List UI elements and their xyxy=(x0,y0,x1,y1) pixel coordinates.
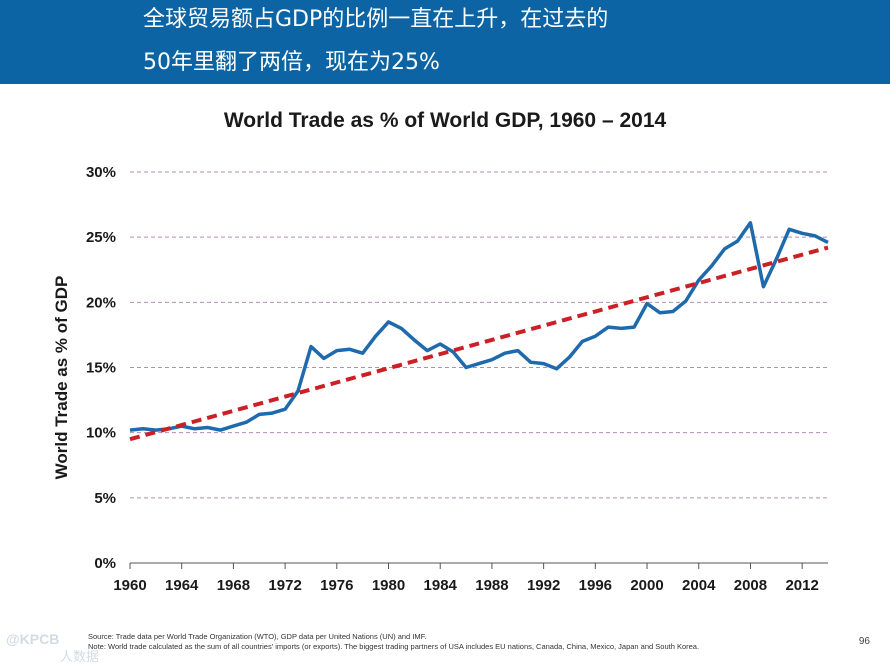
x-tick-label: 1992 xyxy=(527,577,560,594)
header-line-2: 50年里翻了两倍，现在为25% xyxy=(143,50,440,75)
footer-source: Source: Trade data per World Trade Organ… xyxy=(88,632,427,641)
footer-note: Note: World trade calculated as the sum … xyxy=(88,642,700,651)
x-tick-label: 1976 xyxy=(320,577,353,594)
x-tick-label: 1968 xyxy=(217,577,250,594)
watermark-logo: @KPCB xyxy=(6,631,60,647)
x-tick-label: 1984 xyxy=(424,577,458,594)
y-axis-label: World Trade as % of GDP xyxy=(52,276,71,480)
y-tick-label: 20% xyxy=(86,294,116,311)
footer-notes: Source: Trade data per World Trade Organ… xyxy=(88,632,848,652)
x-tick-label: 2012 xyxy=(785,577,818,594)
y-tick-label: 5% xyxy=(94,490,116,507)
y-tick-label: 15% xyxy=(86,360,116,377)
x-tick-label: 2000 xyxy=(630,577,663,594)
x-tick-label: 1964 xyxy=(165,577,199,594)
y-tick-label: 0% xyxy=(94,555,116,572)
y-tick-label: 25% xyxy=(86,229,116,246)
header-line-1: 全球贸易额占GDP的比例一直在上升，在过去的 xyxy=(143,7,609,32)
watermark-text: 人数据 xyxy=(60,650,100,665)
x-tick-label: 1996 xyxy=(579,577,612,594)
chart-title: World Trade as % of World GDP, 1960 – 20… xyxy=(223,109,667,132)
header-banner: 全球贸易额占GDP的比例一直在上升，在过去的 50年里翻了两倍，现在为25% xyxy=(0,0,890,84)
x-tick-label: 1972 xyxy=(268,577,301,594)
x-tick-label: 1980 xyxy=(372,577,405,594)
y-tick-label: 30% xyxy=(86,164,116,181)
x-tick-label: 2008 xyxy=(734,577,767,594)
y-tick-label: 10% xyxy=(86,425,116,442)
page-number: 96 xyxy=(858,636,870,647)
x-tick-label: 1988 xyxy=(475,577,508,594)
series-line-trend xyxy=(129,245,829,442)
x-tick-label: 2004 xyxy=(682,577,716,594)
series-line-trade xyxy=(129,221,829,432)
x-tick-label: 1960 xyxy=(113,577,146,594)
